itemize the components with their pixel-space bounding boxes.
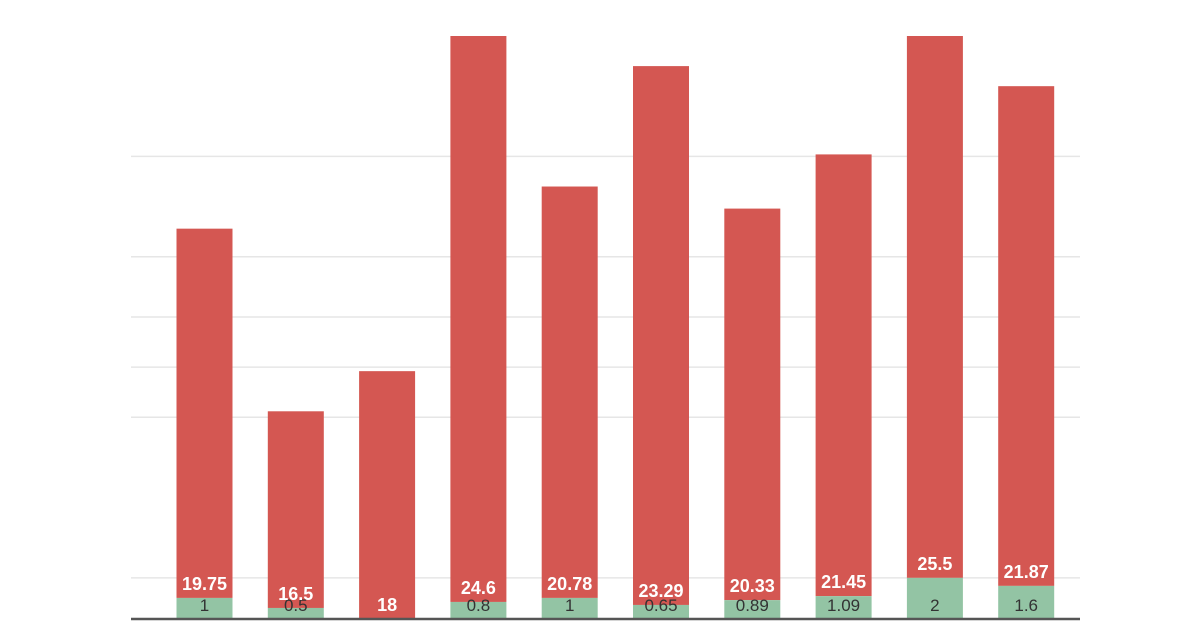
bar-label-bottom: 2 [930,596,939,615]
bar-red-segment [359,371,416,618]
bar-green-segment [176,597,233,618]
bar-red-segment [724,208,781,601]
bar-label-bottom: 0.5 [284,596,308,615]
bar-label-top: 19.75 [182,574,227,594]
bar-green-segment [541,597,598,618]
bar-green-segment [450,601,507,618]
bar-label-top: 20.33 [730,576,775,596]
bar-red-segment [450,36,507,602]
bar-label-bottom: 1 [565,596,574,615]
bar-green-segment [267,607,324,618]
bar-green-segment [724,600,781,618]
bar-label-bottom: 1.09 [827,596,860,615]
bar-label-bottom: 0.65 [644,596,677,615]
bar-green-segment [906,577,963,618]
bar-red-segment [633,66,689,605]
bar-red-segment [998,86,1055,586]
bar-green-segment [998,585,1055,618]
bar-label-top: 16.5 [278,584,313,604]
bar-label-top: 23.29 [638,581,683,601]
bar-label-top: 21.87 [1004,562,1049,582]
bar-label-bottom: 1.6 [1014,596,1038,615]
bar-red-segment [267,411,324,608]
bar-label-top: 25.5 [917,554,952,574]
bar-label-bottom: 0.8 [467,596,491,615]
bar-red-segment [541,186,598,598]
bar-red-segment [815,154,872,597]
bar-label-bottom: 1 [200,596,209,615]
bar-red-segment [176,228,233,598]
bar-label-top: 20.78 [547,574,592,594]
bar-label-top: 21.45 [821,572,866,592]
bar-label-bottom: 0.89 [736,596,769,615]
bar-label-bottom: 18 [377,595,397,615]
bar-red-segment [906,36,963,578]
bars [176,36,1055,618]
bar-label-top: 24.6 [461,578,496,598]
bar-green-segment [815,596,872,618]
bar-green-segment [633,604,689,618]
